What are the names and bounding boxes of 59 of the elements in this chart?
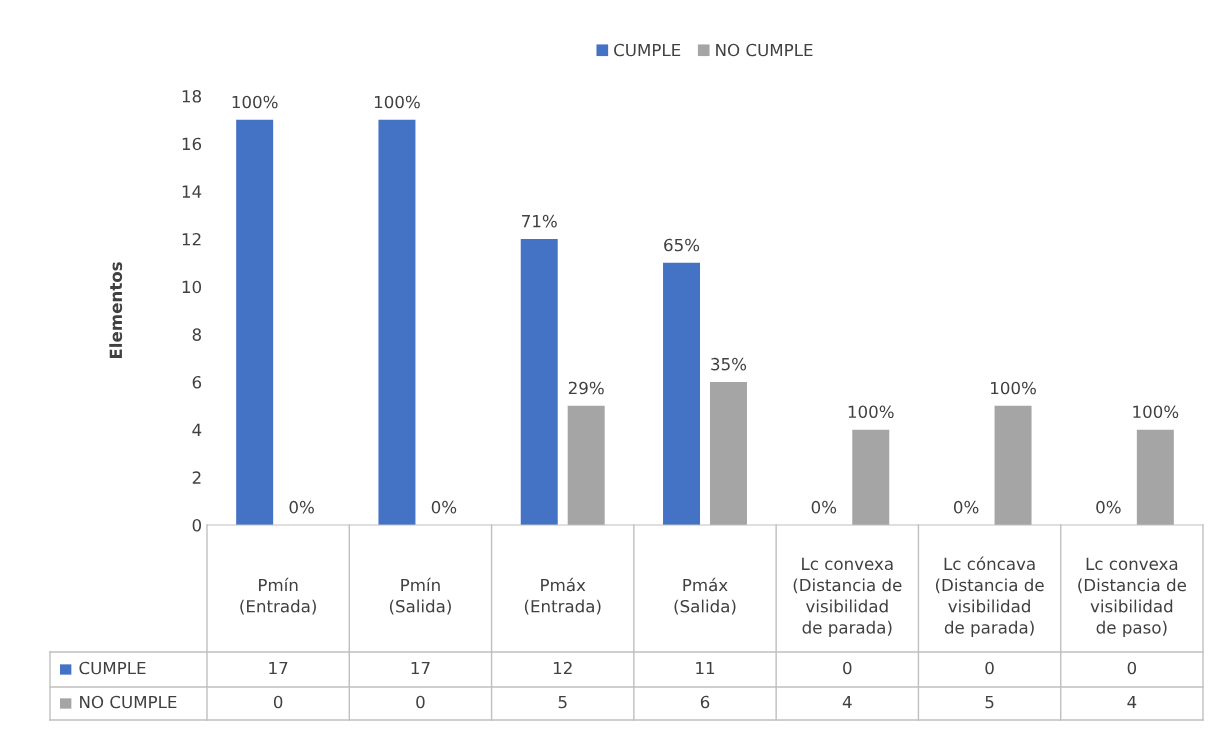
data-label: 5 xyxy=(985,695,994,709)
bar xyxy=(378,119,416,525)
annotation: 65% xyxy=(664,238,700,252)
text: CUMPLE xyxy=(79,661,146,675)
bar xyxy=(520,239,558,525)
data-label: 5 xyxy=(558,695,567,709)
y-tick-label: 2 xyxy=(192,471,201,484)
y-tick-label: 16 xyxy=(182,137,202,151)
y-tick-label: 4 xyxy=(192,423,202,436)
y-tick-label: 14 xyxy=(182,185,202,198)
data-label: 0 xyxy=(985,661,994,675)
data-label: 0 xyxy=(273,695,283,709)
annotation: 0% xyxy=(289,500,314,514)
y-tick-label: 0 xyxy=(192,518,202,532)
bar xyxy=(567,405,605,525)
x-tick-label: Pmín (Salida) xyxy=(389,577,451,615)
y-tick-label: 10 xyxy=(182,280,202,294)
legend-label: CUMPLE xyxy=(614,43,681,57)
x-tick-label: Pmáx (Salida) xyxy=(674,577,736,615)
x-tick-label: Lc cóncava (Distancia de visibilidad de parada) xyxy=(935,556,1044,637)
annotation: 0% xyxy=(1096,500,1121,514)
annotation: 0% xyxy=(811,500,837,514)
x-tick-label: Pmáx (Entrada) xyxy=(524,577,601,615)
data-label: 17 xyxy=(269,661,288,675)
annotation: 100% xyxy=(848,405,894,419)
data-label: 12 xyxy=(553,661,572,675)
data-label: 0 xyxy=(1127,661,1137,675)
annotation: 71% xyxy=(522,214,557,228)
text: NO CUMPLE xyxy=(80,695,177,709)
annotation: 29% xyxy=(568,381,604,395)
data-label: 0 xyxy=(843,661,852,675)
bar xyxy=(994,405,1032,525)
x-tick-label: Lc convexa (Distancia de visibilidad de parada) xyxy=(793,557,902,637)
bar xyxy=(709,382,747,525)
y-axis-title: Elementos xyxy=(109,262,123,359)
bar xyxy=(663,262,701,525)
data-label: 17 xyxy=(411,661,430,675)
annotation: 100% xyxy=(1133,405,1179,419)
annotation: 100% xyxy=(991,381,1036,395)
x-tick-label: Pmín (Entrada) xyxy=(240,577,316,615)
bar xyxy=(852,429,890,525)
data-label: 11 xyxy=(696,661,715,675)
y-tick-label: 12 xyxy=(182,232,201,246)
y-tick-label: 8 xyxy=(192,328,201,341)
bar xyxy=(1136,429,1174,525)
data-label: 6 xyxy=(700,695,710,709)
legend-label: NO CUMPLE xyxy=(716,43,813,57)
y-tick-label: 6 xyxy=(192,375,202,389)
data-label: 0 xyxy=(416,695,425,709)
annotation: 100% xyxy=(232,95,278,109)
annotation: 0% xyxy=(953,500,979,514)
annotation: 100% xyxy=(374,95,420,109)
y-tick-label: 18 xyxy=(182,89,201,103)
data-label: 4 xyxy=(1127,695,1137,709)
x-tick-label: Lc convexa (Distancia de visibilidad de paso) xyxy=(1078,557,1187,637)
bar xyxy=(236,119,274,525)
data-label: 4 xyxy=(842,695,852,709)
annotation: 0% xyxy=(431,500,457,514)
annotation: 35% xyxy=(711,357,747,371)
